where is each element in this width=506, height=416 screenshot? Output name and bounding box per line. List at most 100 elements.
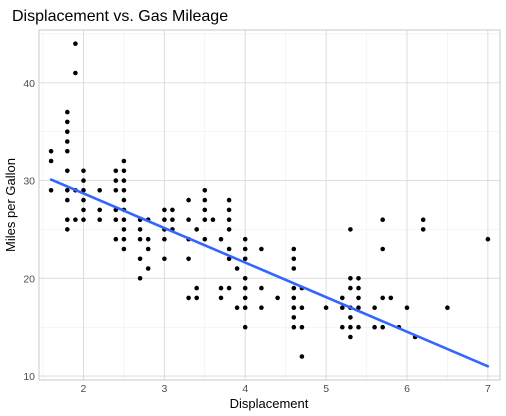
data-point (356, 305, 361, 311)
data-point (145, 246, 151, 252)
data-point (113, 217, 119, 222)
data-point (372, 324, 377, 330)
y-tick-label: 30 (23, 176, 35, 188)
data-point (226, 285, 232, 291)
data-point (340, 305, 345, 311)
data-point (186, 256, 191, 262)
data-point (202, 207, 208, 213)
data-point (485, 236, 491, 242)
data-point (356, 295, 361, 301)
x-tick-label: 2 (81, 383, 87, 395)
data-point (186, 197, 191, 203)
data-point (356, 276, 361, 281)
data-point (65, 129, 70, 134)
data-point (226, 217, 232, 222)
data-point (121, 236, 127, 242)
data-point (226, 256, 232, 262)
data-point (420, 227, 426, 232)
data-point (291, 285, 297, 291)
data-point (356, 324, 361, 330)
data-point (388, 295, 394, 301)
data-point (162, 207, 167, 213)
data-point (291, 324, 297, 330)
data-point (242, 295, 248, 301)
data-point (121, 197, 127, 203)
data-point (65, 119, 70, 125)
data-point (420, 217, 426, 222)
data-point (234, 305, 240, 311)
data-point (121, 168, 127, 174)
data-point (65, 109, 70, 115)
data-point (348, 315, 353, 320)
y-tick-label: 10 (23, 371, 35, 383)
data-point (218, 236, 224, 242)
data-point (291, 246, 297, 252)
data-point (65, 217, 70, 222)
data-point (348, 285, 353, 291)
data-point (81, 217, 86, 222)
data-point (145, 236, 151, 242)
data-point (194, 227, 199, 232)
data-point (73, 70, 78, 76)
data-point (242, 305, 248, 311)
data-point (194, 295, 199, 301)
data-point (81, 207, 86, 213)
x-tick-labels: 2 3 4 5 6 7 (81, 383, 491, 395)
data-point (65, 168, 70, 174)
grid-lines (39, 30, 500, 380)
data-point (48, 148, 54, 154)
data-point (65, 148, 70, 154)
data-point (48, 188, 54, 193)
data-point (81, 178, 86, 183)
data-point (348, 276, 353, 281)
x-axis-label: Displacement (230, 396, 309, 411)
data-point (372, 305, 377, 311)
data-point (242, 285, 248, 291)
data-point (242, 236, 248, 242)
data-point (242, 324, 248, 330)
data-point (65, 197, 70, 203)
data-point (202, 188, 208, 193)
data-point (170, 207, 175, 213)
data-point (113, 178, 119, 183)
data-point (73, 41, 78, 46)
trend-line (49, 178, 490, 368)
chart-title: Displacement vs. Gas Mileage (12, 8, 228, 25)
x-tick-label: 4 (242, 383, 248, 395)
data-point (137, 236, 143, 242)
data-point (81, 188, 86, 193)
data-points (48, 41, 491, 359)
data-point (65, 227, 70, 232)
data-point (323, 305, 329, 311)
data-point (202, 217, 208, 222)
data-point (356, 285, 361, 291)
data-point (121, 246, 127, 252)
data-point (242, 246, 248, 252)
data-point (121, 188, 127, 193)
data-point (162, 236, 167, 242)
data-point (218, 285, 224, 291)
x-tick-label: 7 (485, 383, 491, 395)
data-point (73, 217, 78, 222)
data-point (291, 305, 297, 311)
data-point (162, 217, 167, 222)
y-tick-label: 40 (23, 78, 35, 90)
data-point (299, 354, 305, 359)
data-point (186, 295, 191, 301)
data-point (380, 295, 386, 301)
data-point (380, 324, 386, 330)
data-point (291, 266, 297, 271)
data-point (210, 217, 216, 222)
data-point (348, 334, 353, 340)
data-point (137, 256, 143, 262)
data-point (113, 168, 119, 174)
data-point (218, 295, 224, 301)
data-point (259, 285, 264, 291)
data-point (202, 197, 208, 203)
data-point (348, 324, 353, 330)
data-point (340, 295, 345, 301)
y-axis-label: Miles per Gallon (3, 158, 18, 252)
data-point (340, 324, 345, 330)
data-point (97, 217, 102, 222)
